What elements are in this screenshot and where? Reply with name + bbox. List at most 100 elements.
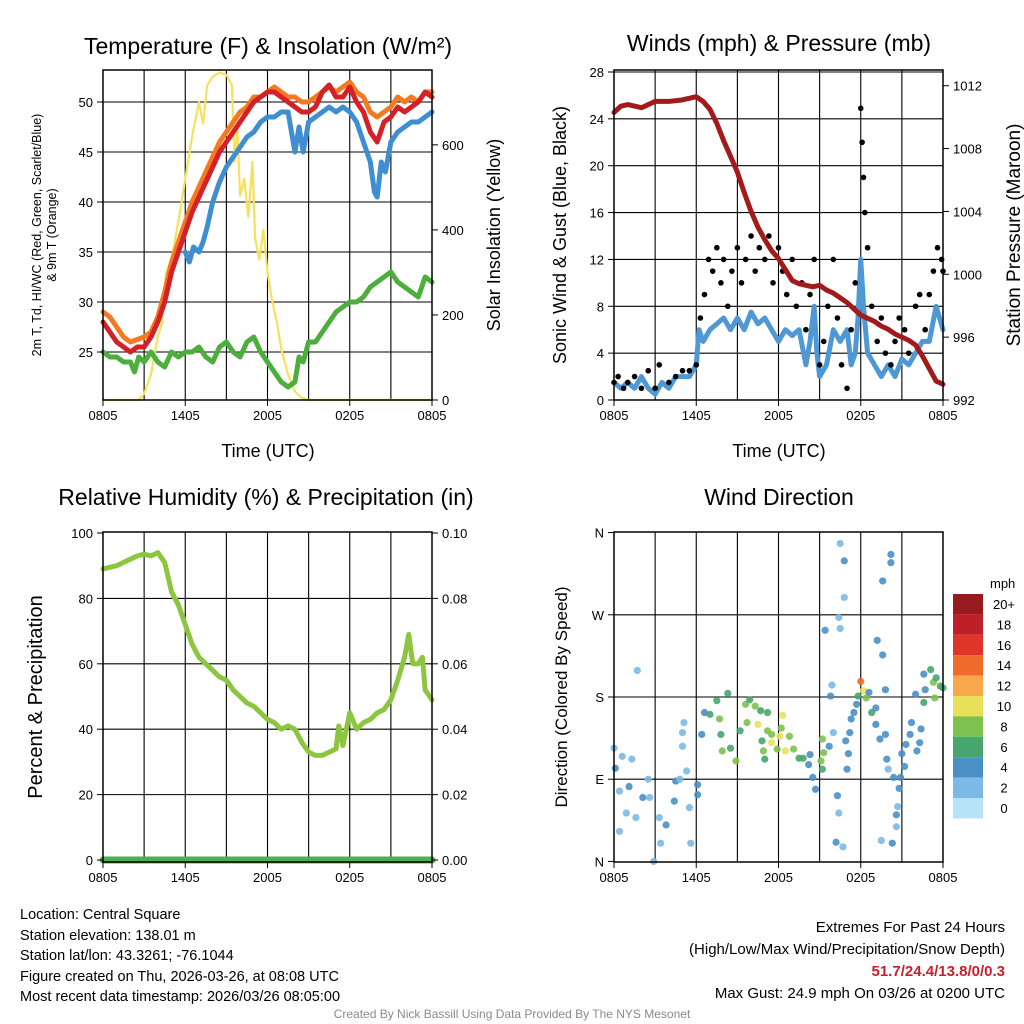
y2-tick-label: 0 xyxy=(442,393,449,408)
credit-line: Created By Nick Bassill Using Data Provi… xyxy=(333,1007,691,1021)
wind-x-axis-label: Time (UTC) xyxy=(732,441,825,461)
legend-label: 4 xyxy=(1000,760,1007,775)
wind-chart-title: Winds (mph) & Pressure (mb) xyxy=(627,30,931,56)
wind-direction-point xyxy=(751,702,759,710)
gust-point xyxy=(734,244,741,251)
y-tick-label: 30 xyxy=(79,295,93,310)
wind-direction-point xyxy=(829,729,837,737)
wind-direction-point xyxy=(779,711,787,719)
wind-direction-point xyxy=(657,839,665,847)
gust-point xyxy=(645,367,652,374)
gust-point xyxy=(859,139,865,146)
x-tick-label: 0805 xyxy=(929,408,958,423)
y-tick-label: N xyxy=(595,854,604,869)
y2-tick-label: 996 xyxy=(953,330,975,345)
wind-direction-point xyxy=(687,839,695,847)
wind-direction-point xyxy=(921,686,929,694)
legend-label: 12 xyxy=(997,679,1011,694)
legend-title: mph xyxy=(990,576,1015,591)
y-tick-label: 40 xyxy=(79,195,93,210)
y2-tick-label: 600 xyxy=(442,138,464,153)
wind-direction-point xyxy=(776,732,784,740)
y-tick-label: 35 xyxy=(79,245,93,260)
gust-point xyxy=(878,315,885,321)
legend-swatch xyxy=(953,594,983,615)
gust-point xyxy=(848,326,854,333)
legend-swatch xyxy=(953,757,983,778)
y-tick-label: S xyxy=(595,690,604,705)
wind-direction-point xyxy=(868,708,876,717)
wind-direction-point xyxy=(881,686,890,694)
gust-point xyxy=(775,244,782,251)
rh-panel: 0805 1405 2005 0205 0805 0 20 40 60 80 100 0.00 0.02… xyxy=(71,526,467,885)
wind-direction-point xyxy=(842,737,850,745)
wind-speed-legend: mph 20+ 18 16 14 12 10 8 6 4 2 0 xyxy=(953,576,1015,819)
gust-point xyxy=(701,291,708,298)
gust-point xyxy=(922,326,928,333)
wind-direction-point xyxy=(694,791,702,799)
temp-y2-axis-label: Solar Insolation (Yellow) xyxy=(484,139,504,331)
gust-point xyxy=(862,209,868,216)
wind-direction-point xyxy=(832,838,840,846)
gust-point xyxy=(738,280,745,286)
gust-point xyxy=(874,338,880,345)
wind-direction-point xyxy=(825,742,833,750)
x-tick-label: 0805 xyxy=(600,408,629,423)
gust-point xyxy=(892,338,898,345)
wind-direction-point xyxy=(920,670,928,678)
wind-direction-point xyxy=(625,782,633,791)
gust-point xyxy=(860,174,867,181)
wind-direction-point xyxy=(911,690,920,698)
gust-point xyxy=(705,256,712,263)
wind-direction-point xyxy=(768,730,776,739)
wind-direction-point xyxy=(931,694,939,702)
rh-series xyxy=(99,550,436,864)
y-tick-label: 0 xyxy=(86,853,93,868)
wind-direction-point xyxy=(892,823,900,831)
x-tick-label: 0805 xyxy=(89,870,118,885)
figure-created: Figure created on Thu, 2026-03-26, at 08… xyxy=(20,968,339,985)
wind-direction-point xyxy=(805,761,813,769)
wind-direction-point xyxy=(932,674,940,682)
gust-point xyxy=(926,291,933,298)
wind-direction-point xyxy=(768,739,776,747)
y-tick-label: 16 xyxy=(590,206,604,221)
station-latlon: Station lat/lon: 43.3261; -76.1044 xyxy=(20,948,234,964)
wind-direction-point xyxy=(826,692,835,700)
wind-direction-point xyxy=(718,747,726,755)
wind-direction-point xyxy=(850,708,858,717)
wind-direction-point xyxy=(809,773,817,781)
gust-point xyxy=(852,280,859,286)
wind-direction-point xyxy=(847,715,855,723)
x-tick-label: 0205 xyxy=(335,408,364,423)
gust-point xyxy=(624,379,631,386)
wind-direction-point xyxy=(872,704,880,712)
x-tick-label: 0805 xyxy=(600,870,629,885)
legend-swatch xyxy=(953,736,983,758)
station-pressure-line xyxy=(611,94,946,387)
wind-direction-point xyxy=(836,539,844,548)
gust-point xyxy=(720,256,727,263)
legend-swatch xyxy=(953,614,983,635)
gust-point xyxy=(718,280,724,286)
wind-direction-point xyxy=(678,729,687,737)
wind-direction-point xyxy=(835,613,843,622)
wind-direction-point xyxy=(611,764,619,772)
wind-direction-point xyxy=(678,742,687,750)
y-tick-label: 45 xyxy=(79,145,93,160)
wind-direction-point xyxy=(859,687,868,695)
gust-point xyxy=(816,362,823,368)
wind-direction-point xyxy=(757,707,765,715)
wind-direction-point xyxy=(820,749,828,757)
extremes-values: 51.7/24.4/13.8/0/0.3 xyxy=(871,963,1005,980)
x-tick-label: 1405 xyxy=(171,408,200,423)
wind-direction-point xyxy=(632,813,640,822)
legend-label: 18 xyxy=(997,617,1011,632)
dew-point-line xyxy=(100,269,435,390)
gust-point xyxy=(756,244,763,251)
gust-point xyxy=(729,268,735,274)
wind-direction-point xyxy=(901,762,909,771)
wind-direction-point xyxy=(902,740,910,749)
wind-direction-point xyxy=(777,724,785,732)
gust-point xyxy=(793,303,800,310)
